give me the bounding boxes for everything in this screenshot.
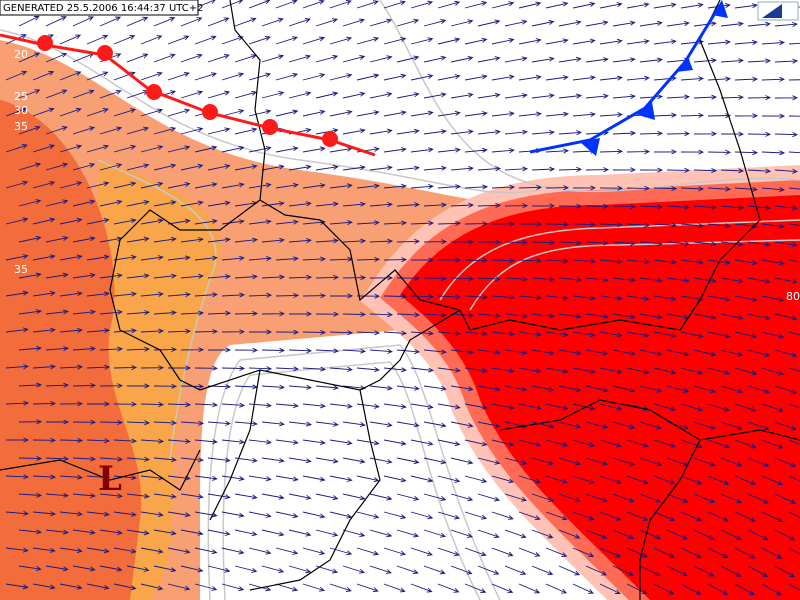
low-pressure-center: L <box>98 459 122 499</box>
border <box>109 199 461 391</box>
contour-label: 35 <box>14 120 28 133</box>
contour-label: 30 <box>14 104 28 117</box>
cold-front-symbol <box>635 102 655 120</box>
border <box>0 449 201 491</box>
border <box>639 439 701 600</box>
icon-shape <box>762 4 782 18</box>
contour-label: 25 <box>14 90 28 103</box>
border <box>499 399 800 441</box>
warm-front-symbol <box>146 84 162 100</box>
isoline <box>439 219 800 301</box>
header-box <box>0 0 199 16</box>
cold-front-symbol <box>580 138 600 156</box>
cold-front-symbol <box>712 0 728 18</box>
border <box>209 369 261 521</box>
isoline <box>207 344 501 600</box>
warm-front-symbol <box>262 119 278 135</box>
dark-orange-region <box>0 100 142 600</box>
isoline <box>379 0 800 193</box>
isoline <box>469 239 800 311</box>
contour-label: 80 <box>786 290 800 303</box>
warm-front-symbol <box>202 104 218 120</box>
corner-icon <box>757 1 799 21</box>
warm-front <box>0 33 376 157</box>
contour-label: 35 <box>14 263 28 276</box>
contour-label: 20 <box>14 48 28 61</box>
warm-front-symbol <box>322 131 338 147</box>
cold-front <box>529 0 728 156</box>
warm-front-symbol <box>97 45 113 61</box>
isoline <box>222 361 481 600</box>
cold-front-symbol <box>676 57 693 72</box>
warm-front-line <box>0 33 376 157</box>
header-text: GENERATED 25.5.2006 16:44:37 UTC+2 <box>3 3 204 14</box>
warm-front-symbol <box>37 35 53 51</box>
isoline <box>97 159 217 461</box>
isoline <box>0 29 541 194</box>
border <box>249 389 381 591</box>
